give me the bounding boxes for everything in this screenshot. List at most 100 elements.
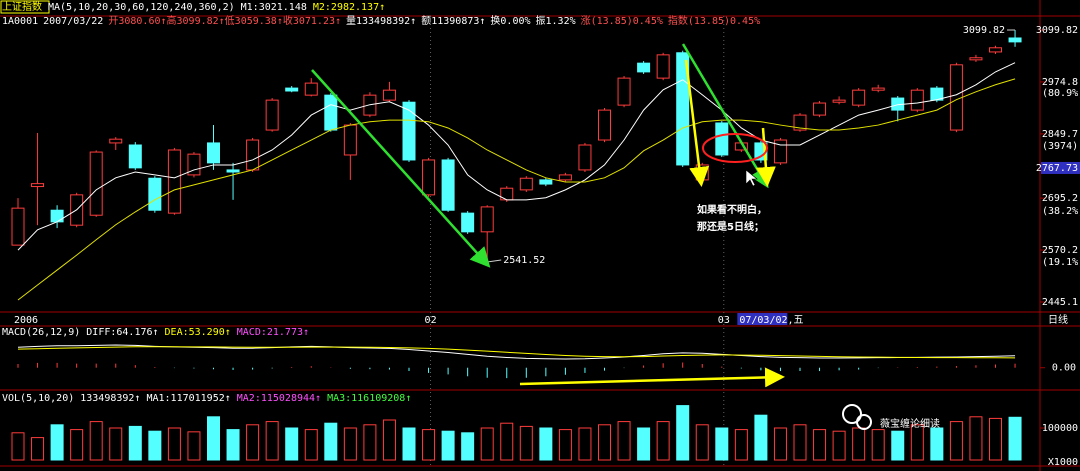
candle-body <box>109 138 123 144</box>
volume-bar <box>89 421 103 461</box>
volume-bar <box>109 427 123 461</box>
volume-bar <box>910 424 924 461</box>
header-item: 开3080.60↑高3099.82↑低3059.38↑收3071.23↑ <box>108 14 341 27</box>
header-row: VOL(5,10,20) 133498392↑ MA1:117011952↑ MA2:… <box>2 393 411 404</box>
candle-body <box>226 169 240 173</box>
volume-bar <box>773 427 787 461</box>
candle-body <box>617 77 631 106</box>
low-label: 2541.52 <box>503 255 545 266</box>
volume-bar <box>813 429 827 461</box>
volume-bar <box>891 430 905 461</box>
cursor-date-box <box>737 313 788 325</box>
candle-body <box>304 82 318 96</box>
header-item: 指数(13.85)0.45% <box>668 14 760 27</box>
header-item: 换0.00% <box>490 14 530 27</box>
header-item: M1:3021.148 <box>241 2 307 13</box>
header-item: MA1:117011952↑ <box>146 393 230 404</box>
candle-body <box>871 87 885 91</box>
candle-body <box>422 159 436 196</box>
x-tick-label: 2006 <box>14 315 38 326</box>
note: 那还是5日线； <box>697 220 764 233</box>
header-row: 上证指数 MA(5,10,20,30,60,120,240,360,2) M1:30… <box>2 0 385 13</box>
candle-body <box>637 62 651 73</box>
candle-body <box>480 206 494 233</box>
candle-body <box>167 149 181 214</box>
candle-body <box>656 54 670 79</box>
volume-bar <box>832 430 846 461</box>
low-pointer <box>487 259 502 263</box>
header-item: MA(5,10,20,30,60,120,240,360,2) <box>48 2 235 13</box>
level-label: (3974) <box>1042 141 1078 152</box>
candle-body <box>285 87 299 92</box>
high-label: 3099.82 <box>963 25 1005 36</box>
volume-bar <box>285 427 299 461</box>
volume-bar <box>617 421 631 461</box>
candle-body <box>793 114 807 131</box>
volume-bar <box>871 429 885 461</box>
volume-bar <box>695 424 709 461</box>
cursor-price: 2767.73 <box>1036 163 1078 174</box>
y-tick-label: 3099.82 <box>1036 25 1078 36</box>
header-row: 1A0001 2007/03/22 开3080.60↑高3099.82↑低3059.… <box>2 14 760 27</box>
drawing-overlay <box>311 43 872 430</box>
volume-bar <box>656 421 670 461</box>
cursor-date: 07/03/02,五 <box>739 315 803 326</box>
candle-body <box>148 177 162 211</box>
candle-body <box>441 159 455 211</box>
y-tick-label: 2445.1 <box>1042 297 1078 308</box>
candle-body <box>246 139 260 171</box>
candle-body <box>949 64 963 131</box>
vol-tick-label: 100000 <box>1042 423 1078 434</box>
header-item: MA2:115028944↑ <box>237 393 321 404</box>
candle-body <box>715 122 729 156</box>
candle-body <box>89 151 103 216</box>
candle-body <box>773 139 787 164</box>
cursor-price-box <box>1041 161 1080 174</box>
volume-bar <box>637 427 651 461</box>
volume-bar <box>519 425 533 461</box>
volume-bar <box>480 427 494 461</box>
volume-bar <box>167 427 181 461</box>
volume-bar <box>304 429 318 461</box>
candle-body <box>989 47 1002 53</box>
volume-bar <box>715 427 729 461</box>
candle-body <box>852 89 866 106</box>
candle-body <box>343 124 357 156</box>
candle-body <box>207 142 220 164</box>
candle-body <box>969 57 983 61</box>
volume-bar <box>793 424 807 461</box>
header-item: 涨(13.85)0.45% <box>581 15 663 27</box>
candle-body <box>558 174 572 181</box>
candle-body <box>832 99 846 103</box>
candle-body <box>402 101 416 161</box>
volume-bar <box>578 427 592 461</box>
candle-body <box>324 94 338 131</box>
header-item: VOL(5,10,20) <box>2 393 74 404</box>
level-label: (19.1%) <box>1042 257 1080 268</box>
volume-bar <box>343 427 357 461</box>
volume-bar <box>676 405 690 461</box>
y-tick-label: 2849.7 <box>1042 129 1078 140</box>
volume-bar <box>402 427 416 461</box>
volume-bar <box>949 421 963 461</box>
volume-bar <box>969 416 983 461</box>
candle-body <box>539 179 553 185</box>
volume-bar <box>70 429 84 461</box>
candle-body <box>382 89 396 101</box>
volume-bar <box>128 425 142 461</box>
volume-bar <box>207 416 220 461</box>
header-item: 1A0001 <box>2 16 38 27</box>
header-item: 额11390873↑ <box>421 14 485 27</box>
volume-bar <box>500 422 514 461</box>
candle-body <box>461 212 475 233</box>
watermark: 薇宝缠论细读 <box>880 417 940 430</box>
header-item: 上证指数 <box>2 0 42 13</box>
volume-bar <box>422 429 436 461</box>
volume-bar <box>50 424 64 461</box>
volume-bar <box>930 427 944 461</box>
volume-bar <box>539 427 553 461</box>
header-item: 2007/03/22 <box>43 16 103 27</box>
ma-line <box>17 78 1016 301</box>
candle-body <box>187 153 201 176</box>
